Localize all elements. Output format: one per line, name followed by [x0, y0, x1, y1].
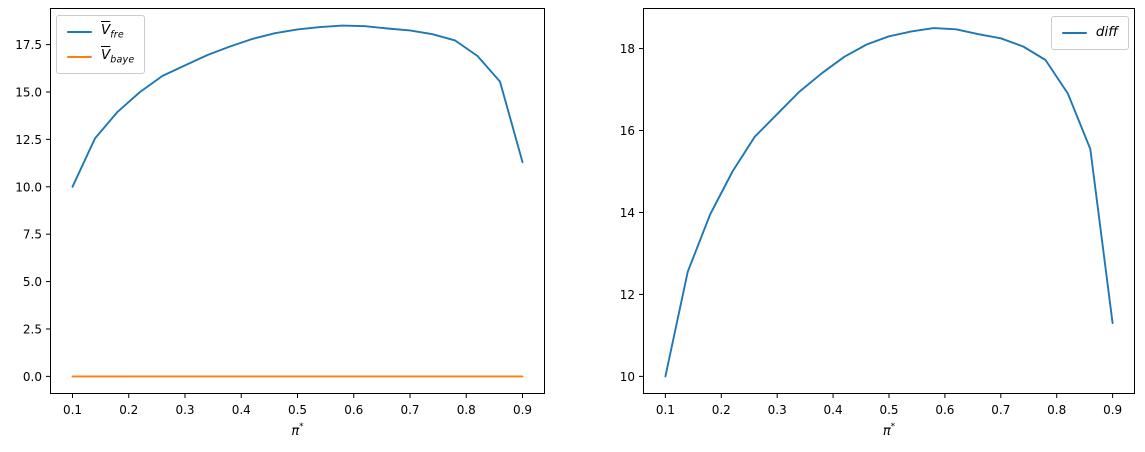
x-axis-label: π*	[883, 422, 896, 439]
y-tick-label: 10	[620, 370, 635, 384]
y-tick-label: 15.0	[15, 85, 42, 99]
y-tick-label: 7.5	[23, 228, 42, 242]
right-chart-legend: diff	[1050, 16, 1129, 50]
x-tick-label: 0.1	[656, 403, 675, 417]
x-tick-label: 0.6	[344, 403, 363, 417]
x-tick-label: 0.4	[824, 403, 843, 417]
y-tick-label: 2.5	[23, 322, 42, 336]
y-tick-label: 18	[620, 42, 635, 56]
y-tick-label: 0.0	[23, 370, 42, 384]
legend-label-diff: diff	[1095, 24, 1118, 41]
y-tick-label: 14	[620, 206, 635, 220]
x-tick-label: 0.7	[991, 403, 1010, 417]
legend-entry-diff: diff	[1061, 23, 1118, 43]
series-line-vfre	[71, 24, 524, 188]
x-tick-label: 0.2	[119, 403, 138, 417]
y-tick-label: 12.5	[15, 133, 42, 147]
x-tick-label: 0.4	[232, 403, 251, 417]
legend-entry-vbaye: Vbaye	[67, 47, 134, 67]
legend-entry-vfre: Vfre	[67, 22, 134, 42]
legend-line-swatch-diff	[1061, 32, 1087, 34]
series-line-diff	[664, 27, 1114, 378]
x-tick-label: 0.8	[457, 403, 476, 417]
right-chart: 0.1 0.2 0.3 0.4 0.5 0.6 0.7 0.8 0.9 10 12 14 16 18 π*	[620, 8, 1135, 439]
x-tick-label: 0.9	[513, 403, 532, 417]
x-tick-label: 0.6	[935, 403, 954, 417]
x-tick-label: 0.5	[879, 403, 898, 417]
y-tick-label: 16	[620, 124, 635, 138]
x-tick-label: 0.3	[768, 403, 787, 417]
left-chart-frame	[50, 8, 545, 394]
left-chart-legend: Vfre Vbaye	[56, 15, 146, 74]
x-tick-label: 0.2	[712, 403, 731, 417]
x-tick-label: 0.1	[63, 403, 82, 417]
y-tick-label: 17.5	[15, 38, 42, 52]
y-tick-label: 10.0	[15, 180, 42, 194]
legend-label-vfre: Vfre	[101, 21, 124, 41]
x-axis-label: π*	[291, 422, 304, 439]
legend-line-swatch-vfre	[67, 31, 92, 33]
legend-line-swatch-vbaye	[67, 56, 92, 58]
x-tick-label: 0.9	[1103, 403, 1122, 417]
x-tick-label: 0.5	[288, 403, 307, 417]
x-tick-label: 0.3	[175, 403, 194, 417]
x-tick-label: 0.7	[400, 403, 419, 417]
y-tick-label: 12	[620, 288, 635, 302]
x-tick-label: 0.8	[1047, 403, 1066, 417]
y-tick-label: 5.0	[23, 275, 42, 289]
right-chart-frame	[643, 8, 1135, 394]
legend-label-vbaye: Vbaye	[101, 46, 135, 66]
left-chart: 0.1 0.2 0.3 0.4 0.5 0.6 0.7 0.8 0.9 0.0 2.5 5.0 7.5 1…	[15, 8, 545, 439]
